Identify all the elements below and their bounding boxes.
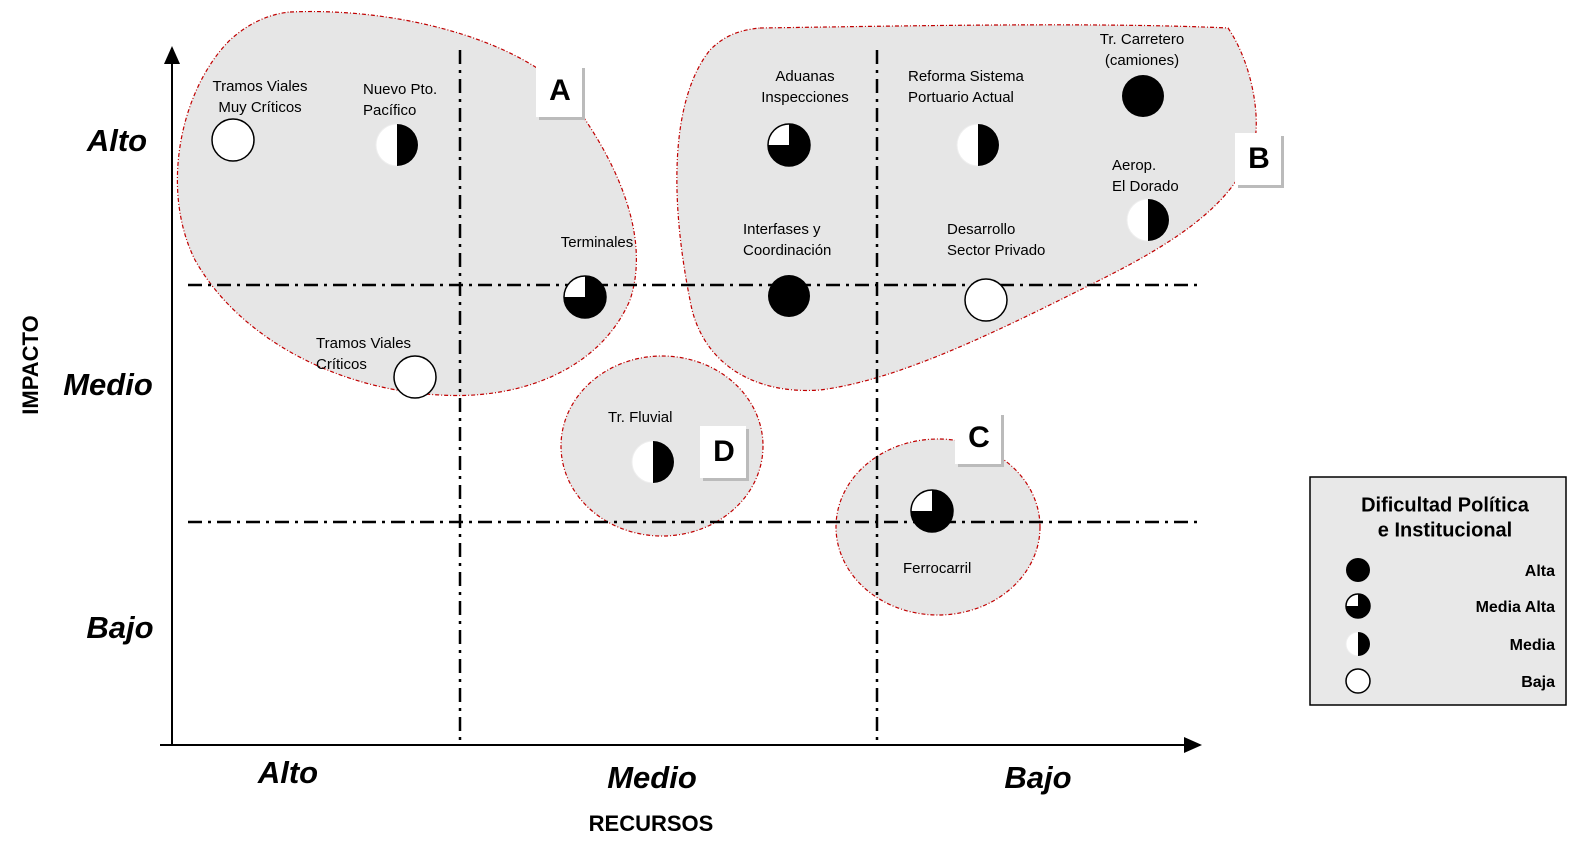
- node-label: Desarrollo: [947, 221, 1015, 238]
- legend-item: Media: [1510, 637, 1555, 654]
- zone-a: [176, 10, 637, 397]
- node-label: Portuario Actual: [908, 89, 1014, 106]
- node-label: Críticos: [316, 356, 367, 373]
- legend-box: [1309, 476, 1567, 706]
- icon-quadrant: [564, 276, 585, 297]
- zone-letter: C: [968, 421, 990, 454]
- icon-half: [1148, 199, 1169, 241]
- x-level: Alto: [257, 755, 318, 790]
- icon-outline: [1345, 593, 1371, 619]
- icon-baja: [1345, 668, 1371, 694]
- node-label: Tramos Viales: [316, 335, 411, 352]
- node-label: Pacífico: [363, 102, 416, 119]
- icon-half: [653, 441, 674, 483]
- node-label: Interfases y: [743, 221, 821, 238]
- legend-title: e Institucional: [1378, 519, 1512, 541]
- node-label: Tramos Viales: [212, 78, 307, 95]
- legend-title: Dificultad Política: [1361, 494, 1530, 516]
- zone-box: [1235, 133, 1281, 185]
- node-label: (camiones): [1105, 52, 1179, 69]
- node-label: Aduanas: [775, 68, 834, 85]
- node-label: Aerop.: [1112, 157, 1156, 174]
- node-label: Muy Críticos: [218, 99, 301, 116]
- icon-baja: [211, 118, 255, 162]
- icon-outline: [910, 489, 954, 533]
- zone-letter: B: [1248, 142, 1270, 175]
- icon-half: [1358, 632, 1370, 656]
- legend-item: Baja: [1521, 674, 1555, 691]
- icon-half: [978, 124, 999, 166]
- x-level: Bajo: [1004, 760, 1071, 795]
- node-label: Reforma Sistema: [908, 68, 1025, 85]
- node-label: Inspecciones: [761, 89, 849, 106]
- zone-letter: A: [549, 74, 571, 107]
- node-label: El Dorado: [1112, 178, 1179, 195]
- y-level: Bajo: [86, 610, 153, 645]
- zone-box: [955, 412, 1001, 464]
- icon-baja: [964, 278, 1008, 322]
- icon-outline: [563, 275, 607, 319]
- y-level: Medio: [63, 367, 153, 402]
- legend-item: Media Alta: [1476, 599, 1556, 616]
- icon-quadrant: [911, 490, 932, 511]
- icon-baja: [393, 355, 437, 399]
- icon-outline: [767, 123, 811, 167]
- node-label: Ferrocarril: [903, 560, 971, 577]
- zone-box: [536, 65, 582, 117]
- node-label: Nuevo Pto.: [363, 81, 437, 98]
- icon-alta: [768, 275, 810, 317]
- y-axis-label: IMPACTO: [18, 315, 43, 414]
- x-level: Medio: [607, 760, 697, 795]
- icon-quadrant: [1346, 594, 1358, 606]
- node-label: Tr. Carretero: [1100, 31, 1184, 48]
- zone-box: [700, 426, 746, 478]
- icon-alta: [1122, 75, 1164, 117]
- zone-b: [676, 24, 1257, 392]
- zone-letter: D: [713, 435, 735, 468]
- node-label: Coordinación: [743, 242, 831, 259]
- icon-half: [397, 124, 418, 166]
- node-label: Tr. Fluvial: [608, 409, 672, 426]
- icon-alta: [1346, 558, 1370, 582]
- y-level: Alto: [86, 123, 147, 158]
- icon-quadrant: [768, 124, 789, 145]
- legend-item: Alta: [1525, 563, 1555, 580]
- node-label: Sector Privado: [947, 242, 1045, 259]
- node-label: Terminales: [561, 234, 634, 251]
- x-axis-label: RECURSOS: [589, 811, 714, 836]
